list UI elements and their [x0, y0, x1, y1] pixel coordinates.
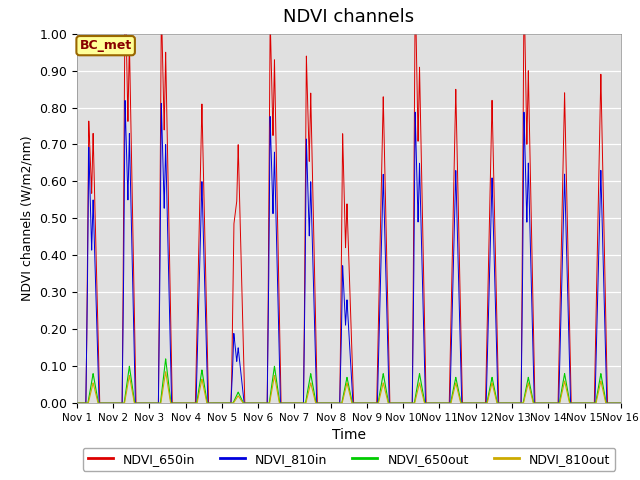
NDVI_650out [204, 400, 211, 406]
NDVI_810in [132, 400, 140, 406]
NDVI_810in [121, 97, 129, 103]
NDVI_650out [361, 400, 369, 406]
NDVI_650in [192, 366, 200, 372]
NDVI_650in [204, 353, 211, 359]
NDVI_650in [361, 400, 369, 406]
NDVI_650in [132, 400, 140, 406]
Title: NDVI channels: NDVI channels [284, 9, 414, 26]
Y-axis label: NDVI channels (W/m2/nm): NDVI channels (W/m2/nm) [20, 135, 33, 301]
NDVI_650in [90, 172, 98, 178]
NDVI_650in [545, 400, 552, 406]
NDVI_650out [545, 400, 552, 406]
NDVI_650in [121, 31, 129, 36]
NDVI_650out [132, 400, 140, 406]
NDVI_810out [361, 400, 369, 406]
NDVI_810in [361, 400, 369, 406]
Line: NDVI_810out: NDVI_810out [77, 372, 621, 403]
NDVI_810out [73, 400, 81, 406]
NDVI_650out [617, 400, 625, 406]
Line: NDVI_650out: NDVI_650out [77, 359, 621, 403]
NDVI_810in [192, 397, 200, 403]
NDVI_650out [162, 356, 170, 362]
NDVI_650in [73, 400, 81, 406]
NDVI_810in [73, 400, 81, 406]
Line: NDVI_810in: NDVI_810in [77, 100, 621, 403]
NDVI_810out [90, 384, 98, 390]
NDVI_810out [545, 400, 552, 406]
NDVI_810in [617, 400, 625, 406]
NDVI_650out [73, 400, 81, 406]
NDVI_810out [617, 400, 625, 406]
NDVI_650in [617, 400, 625, 406]
NDVI_650out [192, 400, 200, 406]
NDVI_810in [545, 400, 552, 406]
Text: BC_met: BC_met [79, 39, 132, 52]
NDVI_810out [162, 369, 170, 375]
NDVI_810out [132, 400, 140, 406]
X-axis label: Time: Time [332, 429, 366, 443]
Line: NDVI_650in: NDVI_650in [77, 34, 621, 403]
NDVI_810out [192, 400, 200, 406]
NDVI_810in [90, 231, 98, 237]
NDVI_810out [204, 400, 211, 406]
NDVI_810in [204, 386, 211, 392]
Legend: NDVI_650in, NDVI_810in, NDVI_650out, NDVI_810out: NDVI_650in, NDVI_810in, NDVI_650out, NDV… [83, 448, 615, 471]
NDVI_650out [90, 376, 98, 382]
